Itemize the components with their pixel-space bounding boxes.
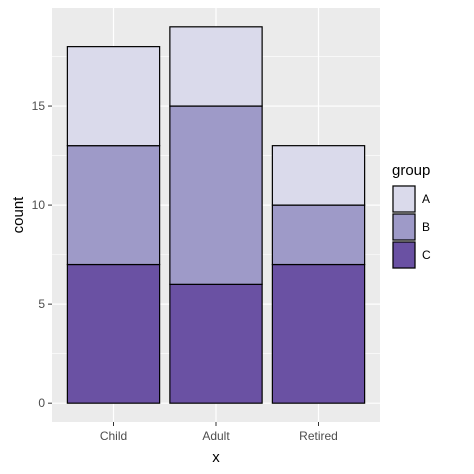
legend-swatch-a bbox=[392, 185, 416, 213]
y-tick-label: 15 bbox=[32, 99, 46, 113]
bar-child-a bbox=[66, 46, 161, 147]
bar-adult-b bbox=[169, 105, 263, 285]
x-tick-label: Adult bbox=[202, 429, 230, 443]
legend-swatch-c bbox=[392, 241, 416, 269]
x-tick-label: Retired bbox=[299, 429, 338, 443]
y-axis: 0 5 10 15 bbox=[32, 99, 52, 410]
y-tick-label: 5 bbox=[38, 297, 45, 311]
bar-retired-b bbox=[271, 204, 366, 266]
y-tick-label: 10 bbox=[32, 198, 46, 212]
legend-label-a: A bbox=[422, 192, 430, 206]
bar-retired-a bbox=[271, 145, 366, 206]
legend-title: group bbox=[392, 162, 430, 179]
legend-swatch-b bbox=[392, 213, 416, 241]
bar-adult-c bbox=[169, 283, 263, 404]
bar-child-b bbox=[66, 145, 161, 266]
legend: group ABC bbox=[392, 162, 431, 269]
y-tick-label: 0 bbox=[38, 396, 45, 410]
bar-adult-a bbox=[169, 26, 263, 107]
x-axis-title: x bbox=[212, 449, 220, 466]
legend-label-b: B bbox=[422, 220, 430, 234]
legend-label-c: C bbox=[422, 248, 431, 262]
bar-retired-c bbox=[271, 263, 366, 404]
x-axis: Child Adult Retired bbox=[100, 422, 338, 443]
bars bbox=[66, 26, 366, 404]
bar-child-c bbox=[66, 263, 161, 404]
x-tick-label: Child bbox=[100, 429, 127, 443]
y-axis-title: count bbox=[10, 196, 27, 234]
